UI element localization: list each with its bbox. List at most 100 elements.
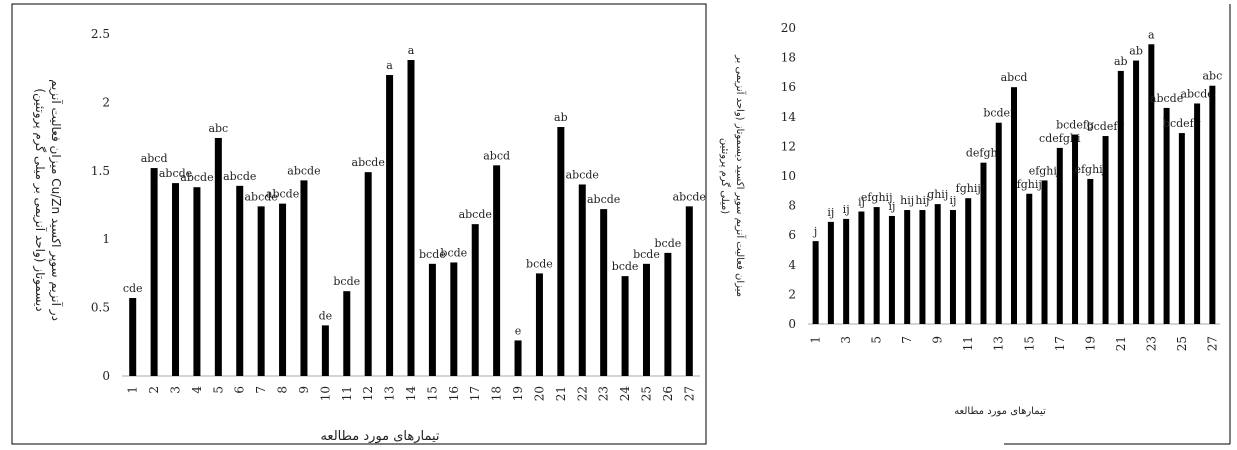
left-bar xyxy=(514,340,522,376)
left-bar-data-label: abcde xyxy=(244,190,277,203)
left-x-tick-label: 14 xyxy=(404,386,418,402)
right-y-tick-label: 2 xyxy=(788,287,796,301)
left-x-tick-label: 20 xyxy=(532,386,546,401)
left-bar xyxy=(535,273,543,376)
right-y-tick-label: 4 xyxy=(788,258,796,272)
right-y-tick-label: 8 xyxy=(788,199,796,213)
left-bar-data-label: bcde xyxy=(333,275,360,288)
right-x-tick-label: 9 xyxy=(931,336,945,344)
left-x-tick-label: 18 xyxy=(490,386,504,401)
right-bar xyxy=(1087,178,1094,324)
left-bar xyxy=(664,252,672,376)
right-bar-data-label: hij xyxy=(900,194,914,207)
right-x-tick-label: 5 xyxy=(870,336,884,344)
right-bar-data-label: efghij xyxy=(1029,164,1061,177)
right-ylabel-line2: میلی گرم پروتئین) xyxy=(719,138,731,214)
right-bar-data-label: bcdefg xyxy=(1163,117,1201,130)
left-x-tick-label: 23 xyxy=(597,386,611,401)
right-bar xyxy=(965,198,972,324)
left-x-tick-label: 21 xyxy=(554,386,568,401)
left-bar-data-label: abcde xyxy=(159,167,192,180)
right-bar xyxy=(980,162,987,324)
left-bar-data-label: abcde xyxy=(266,188,299,201)
left-bar-data-label: abcde xyxy=(287,164,320,177)
right-bar xyxy=(1133,60,1140,325)
left-bar xyxy=(471,224,479,376)
left-bar xyxy=(557,127,565,376)
right-bar-data-label: efghij xyxy=(861,191,893,204)
right-bar xyxy=(934,204,941,324)
right-x-tick-label: 23 xyxy=(1144,336,1158,351)
left-bar xyxy=(257,206,265,376)
right-bar xyxy=(1148,44,1155,324)
left-bar-data-label: abc xyxy=(208,122,228,135)
chart-right: میزان فعالیت آنزیم سوپر اکسید دیسموتاز (… xyxy=(719,21,1222,417)
right-y-tick-label: 0 xyxy=(788,317,796,331)
left-bar-data-label: abcd xyxy=(483,149,510,162)
right-bar-data-label: fghij xyxy=(1017,178,1042,191)
right-bar xyxy=(1041,180,1048,324)
right-bar-data-label: bcdefg xyxy=(1087,120,1125,133)
left-x-tick-label: 12 xyxy=(361,386,375,401)
left-bar xyxy=(214,137,222,376)
right-xlabel: تیمارهای مورد مطالعه xyxy=(954,406,1046,417)
right-y-tick-label: 10 xyxy=(781,169,796,183)
right-x-tick-label: 27 xyxy=(1205,336,1219,351)
left-bar xyxy=(129,298,137,376)
right-y-tick-label: 14 xyxy=(781,110,797,124)
left-bar-data-label: abcde xyxy=(673,190,706,203)
left-bar-data-label: bcde xyxy=(633,248,660,261)
right-bar xyxy=(1209,85,1216,324)
right-bar xyxy=(1163,107,1170,324)
right-bar-data-label: j xyxy=(812,225,817,238)
left-x-tick-label: 4 xyxy=(190,386,204,394)
left-ylabel-line2: دیسموتاز (واحد آنزیمی بر میلی گرم پروتئی… xyxy=(32,88,48,311)
left-y-tick-label: 2.5 xyxy=(91,27,110,41)
left-x-tick-label: 1 xyxy=(126,386,140,394)
left-bar xyxy=(621,276,629,376)
right-x-tick-label: 11 xyxy=(961,336,975,351)
right-bar xyxy=(858,211,865,324)
right-bar xyxy=(1026,193,1033,324)
left-bar-data-label: abcde xyxy=(180,171,213,184)
left-bar xyxy=(193,187,201,376)
right-bar-data-label: ij xyxy=(843,203,850,216)
left-bar-data-label: abcde xyxy=(566,168,599,181)
right-bar-data-label: bcdefg xyxy=(1056,119,1094,132)
right-bar-data-label: ij xyxy=(888,200,895,213)
right-bar-data-label: ab xyxy=(1114,55,1128,68)
right-bar xyxy=(1072,134,1079,324)
right-ylabel-line1: میزان فعالیت آنزیم سوپر اکسید دیسموتاز (… xyxy=(734,54,747,297)
left-x-tick-label: 13 xyxy=(383,386,397,401)
left-bar-data-label: abcd xyxy=(141,152,168,165)
left-x-tick-label: 5 xyxy=(211,386,225,394)
right-bar xyxy=(888,215,895,324)
right-bar-data-label: ij xyxy=(827,206,834,219)
right-bar xyxy=(827,221,834,324)
right-bar xyxy=(904,210,911,324)
left-bar xyxy=(300,180,308,376)
left-x-tick-label: 16 xyxy=(447,386,461,401)
left-bar-data-label: abcde xyxy=(459,208,492,221)
left-x-tick-label: 11 xyxy=(340,386,354,401)
left-bar-data-label: e xyxy=(515,324,522,337)
left-bar-data-label: abcde xyxy=(587,193,620,206)
left-x-tick-label: 15 xyxy=(425,386,439,401)
right-bar-data-label: ab xyxy=(1129,45,1143,58)
left-bar xyxy=(321,325,329,376)
right-y-tick-label: 6 xyxy=(788,228,796,242)
left-bar xyxy=(493,165,501,376)
right-x-tick-label: 3 xyxy=(839,336,853,344)
left-bar xyxy=(642,263,650,376)
left-bar xyxy=(343,291,351,376)
left-bar-data-label: abcde xyxy=(223,170,256,183)
right-bar xyxy=(1011,87,1017,324)
left-bar-data-label: bcde xyxy=(419,248,446,261)
left-x-tick-label: 27 xyxy=(682,386,696,401)
right-bar xyxy=(919,210,926,324)
left-x-tick-label: 10 xyxy=(318,386,332,401)
left-bar-data-label: bcde xyxy=(612,260,639,273)
right-bar-data-label: defghi xyxy=(966,147,1002,160)
right-y-tick-label: 18 xyxy=(781,51,796,65)
